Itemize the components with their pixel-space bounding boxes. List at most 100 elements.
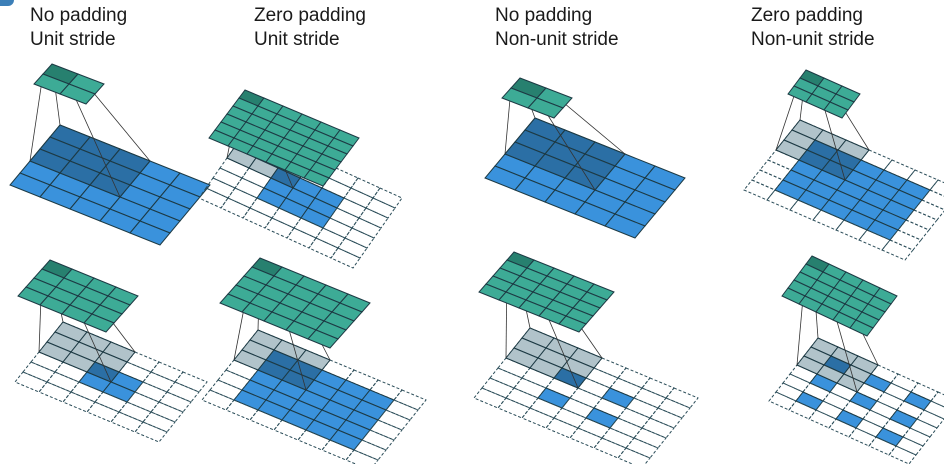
output-cell — [849, 319, 874, 337]
padding-cell — [14, 371, 48, 393]
output-cell — [303, 169, 330, 187]
padding-cell — [881, 239, 914, 261]
padding-cell — [372, 187, 403, 209]
padding-cell — [321, 359, 355, 381]
column-label-zero-padding-non-unit-stride: Zero padding Non-unit stride — [751, 4, 875, 52]
padding-cell — [377, 409, 411, 431]
padding-cell — [929, 179, 944, 197]
padding-cell — [609, 417, 643, 439]
figure-zero-pad-unit-stride-2 — [201, 257, 427, 464]
padding-cell — [782, 373, 811, 393]
input-cell — [875, 427, 904, 447]
padding-cell — [118, 401, 152, 423]
padding-cell — [513, 377, 547, 399]
figure-zero-pad-non-unit-stride-2 — [768, 255, 944, 464]
padding-cell — [344, 227, 375, 249]
column-label-no-padding-unit-stride: No padding Unit stride — [30, 4, 127, 52]
figure-zero-pad-unit-stride-1 — [198, 89, 403, 269]
padding-cell — [888, 445, 917, 464]
padding-cell — [249, 409, 283, 431]
padding-cell — [862, 409, 891, 429]
padding-cell — [150, 401, 184, 423]
padding-cell — [126, 391, 160, 413]
padding-cell — [158, 391, 192, 413]
padding-cell — [489, 367, 523, 389]
figure-no-pad-non-unit-stride-2 — [473, 251, 699, 464]
padding-cell — [641, 377, 675, 399]
padding-cell — [569, 427, 603, 449]
padding-cell — [351, 217, 382, 239]
padding-cell — [505, 387, 539, 409]
output-cell — [527, 97, 564, 119]
padding-cell — [876, 391, 905, 411]
padding-cell — [217, 369, 251, 391]
padding-cell — [142, 371, 176, 393]
input-cell — [889, 409, 918, 429]
padding-cell — [134, 421, 168, 443]
padding-cell — [625, 437, 659, 459]
column-label-line1: Zero padding — [751, 5, 863, 26]
padding-cell — [174, 371, 208, 393]
padding-cell — [70, 381, 104, 403]
padding-cell — [126, 351, 160, 373]
padding-cell — [358, 207, 389, 229]
padding-cell — [561, 397, 595, 419]
padding-cell — [209, 379, 243, 401]
input-cell — [849, 391, 878, 411]
figure-no-pad-unit-stride-2 — [14, 259, 208, 443]
padding-cell — [577, 377, 611, 399]
figure-zero-pad-non-unit-stride-1 — [743, 69, 944, 261]
padding-cell — [593, 357, 627, 379]
padding-cell — [330, 247, 361, 269]
padding-cell — [497, 397, 531, 419]
padding-cell — [585, 367, 619, 389]
padding-cell — [361, 429, 395, 451]
padding-cell — [916, 409, 944, 429]
padding-cell — [808, 409, 837, 429]
padding-cell — [593, 397, 627, 419]
output-cell — [83, 313, 115, 333]
padding-cell — [273, 419, 307, 441]
padding-cell — [657, 397, 691, 419]
padding-cell — [110, 411, 144, 433]
padding-cell — [902, 427, 931, 447]
column-label-zero-padding-unit-stride: Zero padding Unit stride — [254, 4, 366, 52]
padding-cell — [649, 407, 683, 429]
padding-cell — [473, 387, 507, 409]
figure-no-pad-unit-stride-1 — [9, 63, 211, 246]
column-label-line1: No padding — [30, 5, 128, 26]
padding-cell — [94, 391, 128, 413]
padding-cell — [22, 361, 56, 383]
padding-cell — [393, 389, 427, 411]
column-label-no-padding-non-unit-stride: No padding Non-unit stride — [495, 4, 619, 52]
padding-cell — [38, 381, 72, 403]
padding-cell — [529, 397, 563, 419]
padding-cell — [345, 449, 379, 464]
padding-cell — [665, 387, 699, 409]
padding-cell — [617, 407, 651, 429]
padding-cell — [890, 373, 919, 393]
padding-cell — [545, 417, 579, 439]
padding-cell — [641, 417, 675, 439]
output-cell — [823, 101, 849, 119]
padding-cell — [743, 179, 776, 201]
padding-cell — [481, 377, 515, 399]
padding-cell — [930, 391, 944, 408]
padding-cell — [225, 399, 259, 421]
padding-cell — [86, 401, 120, 423]
padding-cell — [577, 417, 611, 439]
padding-cell — [321, 439, 355, 461]
padding-cell — [633, 427, 667, 449]
padding-cell — [617, 367, 651, 389]
input-cell — [129, 220, 171, 246]
padding-cell — [337, 237, 368, 259]
corner-accent — [0, 0, 14, 6]
padding-cell — [848, 427, 877, 447]
padding-cell — [142, 411, 176, 433]
input-cell — [835, 409, 864, 429]
column-label-line2: Non-unit stride — [751, 29, 875, 50]
column-label-line1: Zero padding — [254, 5, 366, 26]
padding-cell — [768, 391, 797, 411]
padding-cell — [134, 381, 168, 403]
column-label-line1: No padding — [495, 5, 593, 26]
